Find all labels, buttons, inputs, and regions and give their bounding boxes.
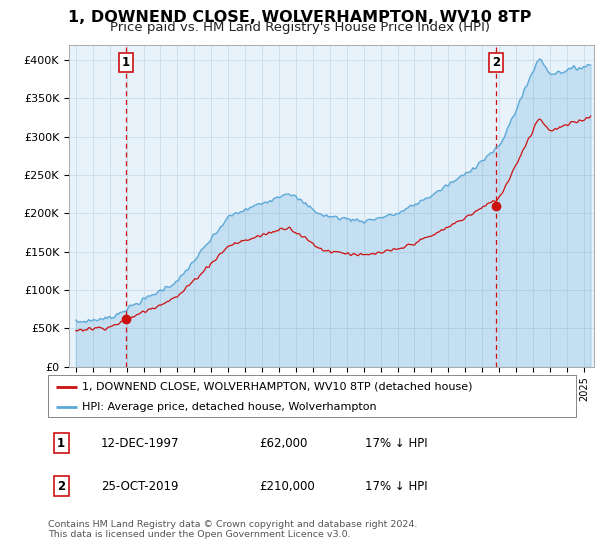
Text: Price paid vs. HM Land Registry's House Price Index (HPI): Price paid vs. HM Land Registry's House …	[110, 21, 490, 34]
Text: 12-DEC-1997: 12-DEC-1997	[101, 437, 179, 450]
Text: 1, DOWNEND CLOSE, WOLVERHAMPTON, WV10 8TP (detached house): 1, DOWNEND CLOSE, WOLVERHAMPTON, WV10 8T…	[82, 381, 473, 391]
Text: Contains HM Land Registry data © Crown copyright and database right 2024.
This d: Contains HM Land Registry data © Crown c…	[48, 520, 418, 539]
Text: 17% ↓ HPI: 17% ↓ HPI	[365, 437, 427, 450]
Text: 1: 1	[122, 56, 130, 69]
Text: 2: 2	[57, 479, 65, 493]
Text: 2: 2	[492, 56, 500, 69]
Text: 1, DOWNEND CLOSE, WOLVERHAMPTON, WV10 8TP: 1, DOWNEND CLOSE, WOLVERHAMPTON, WV10 8T…	[68, 10, 532, 25]
Text: 17% ↓ HPI: 17% ↓ HPI	[365, 479, 427, 493]
Text: 25-OCT-2019: 25-OCT-2019	[101, 479, 178, 493]
Text: £210,000: £210,000	[259, 479, 315, 493]
Text: £62,000: £62,000	[259, 437, 308, 450]
Text: 1: 1	[57, 437, 65, 450]
Text: HPI: Average price, detached house, Wolverhampton: HPI: Average price, detached house, Wolv…	[82, 402, 377, 412]
